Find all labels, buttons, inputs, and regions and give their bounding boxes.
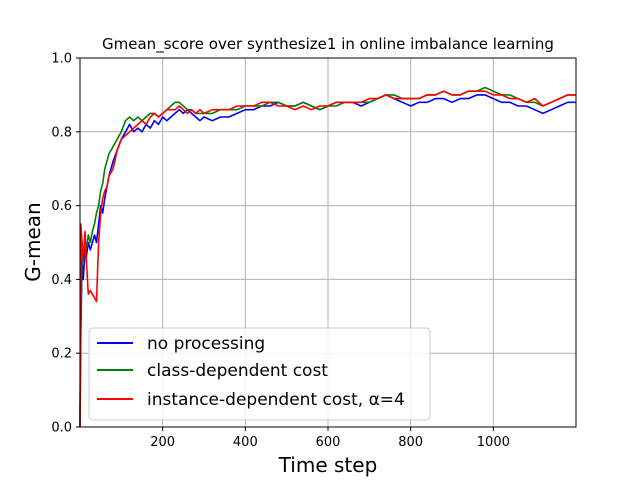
y-tick-label: 0.0 [51, 421, 72, 436]
x-tick-label: 800 [398, 435, 423, 450]
legend-frame [88, 327, 431, 421]
legend-label-instance-dependent-cost: instance-dependent cost, α=4 [147, 390, 405, 410]
x-tick-label: 400 [233, 435, 258, 450]
legend-label-no-processing: no processing [147, 334, 265, 354]
series-line-0 [79, 94, 576, 428]
y-tick-label: 0.2 [51, 347, 72, 362]
chart-title: Gmean_score over synthesize1 in online i… [102, 35, 554, 54]
x-tick-label: 1000 [477, 435, 510, 450]
x-tick-label: 200 [150, 435, 175, 450]
legend: no processing class-dependent cost insta… [88, 327, 431, 421]
y-axis-label: G-mean [21, 202, 45, 281]
y-tick-label: 0.6 [51, 199, 72, 214]
y-tick-label: 0.8 [51, 125, 72, 140]
series-line-2 [79, 90, 576, 428]
y-tick-label: 0.4 [51, 273, 72, 288]
x-axis-ticks: 200 400 600 800 1000 [150, 427, 510, 450]
legend-label-class-dependent-cost: class-dependent cost [147, 361, 328, 381]
y-tick-label: 1.0 [51, 52, 72, 67]
series-layer [79, 86, 576, 428]
x-tick-label: 600 [316, 435, 341, 450]
x-axis-label: Time step [278, 453, 378, 477]
y-axis-ticks: 0.0 0.2 0.4 0.6 0.8 1.0 [51, 52, 80, 436]
